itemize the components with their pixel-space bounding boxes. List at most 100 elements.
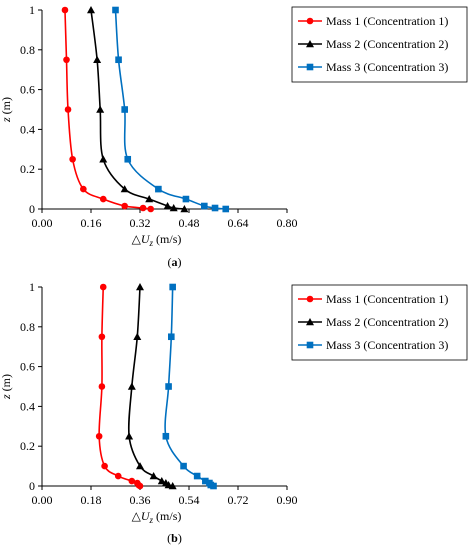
data-point bbox=[206, 479, 213, 487]
data-point bbox=[168, 333, 175, 341]
data-point bbox=[180, 462, 187, 470]
series-line bbox=[64, 9, 151, 210]
data-point bbox=[149, 472, 158, 480]
y-tick-label: 0 bbox=[29, 202, 35, 216]
data-point bbox=[120, 185, 129, 193]
data-point bbox=[201, 202, 208, 210]
x-tick-label: 0.90 bbox=[277, 493, 298, 507]
y-tick-label: 0.8 bbox=[20, 320, 35, 334]
data-point bbox=[99, 195, 107, 203]
data-point bbox=[101, 462, 108, 470]
x-tick-label: 0.48 bbox=[179, 216, 200, 230]
data-point bbox=[95, 432, 103, 440]
data-point bbox=[87, 6, 95, 14]
data-point bbox=[180, 205, 189, 213]
series-line bbox=[90, 9, 185, 210]
legend-label: Mass 1 (Concentration 1) bbox=[326, 292, 448, 306]
data-point bbox=[69, 155, 76, 163]
x-tick-label: 0.54 bbox=[179, 493, 200, 507]
data-point bbox=[121, 106, 128, 113]
y-tick-label: 0.4 bbox=[20, 122, 35, 136]
data-point bbox=[114, 472, 122, 480]
legend-label: Mass 3 (Concentration 3) bbox=[326, 338, 448, 352]
data-point bbox=[63, 56, 70, 64]
data-point bbox=[98, 383, 106, 390]
data-point bbox=[99, 155, 108, 163]
data-point bbox=[121, 202, 128, 210]
data-point bbox=[161, 479, 170, 487]
y-axis-label: z (m) bbox=[0, 97, 13, 123]
data-point bbox=[128, 477, 136, 485]
data-point bbox=[133, 479, 141, 487]
series bbox=[61, 6, 155, 213]
data-point bbox=[96, 105, 105, 113]
y-tick-label: 0.8 bbox=[20, 43, 35, 57]
data-point bbox=[125, 432, 134, 440]
legend-marker bbox=[306, 17, 314, 25]
x-tick-label: 0.32 bbox=[130, 216, 151, 230]
data-point bbox=[139, 204, 147, 212]
data-point bbox=[147, 205, 155, 213]
legend-label: Mass 3 (Concentration 3) bbox=[326, 60, 448, 74]
data-point bbox=[162, 432, 170, 440]
data-point bbox=[222, 205, 230, 213]
y-tick-label: 0 bbox=[29, 479, 35, 493]
panel-label: (b) bbox=[167, 531, 182, 545]
data-point bbox=[93, 55, 102, 63]
y-tick-label: 0.2 bbox=[20, 439, 35, 453]
legend-marker bbox=[306, 341, 314, 349]
series bbox=[162, 283, 217, 490]
x-tick-label: 0.72 bbox=[228, 493, 249, 507]
x-tick-label: 0.16 bbox=[81, 216, 102, 230]
data-point bbox=[61, 6, 69, 14]
data-point bbox=[169, 283, 176, 291]
y-axis-label: z (m) bbox=[0, 374, 13, 400]
y-tick-label: 0.6 bbox=[20, 83, 35, 97]
chart-panel: 0.00 0.18 0.36 0.54 0.72 0.90 0 0.2 0.4 0.6 0.8 1 z … bbox=[0, 280, 468, 545]
legend-label: Mass 2 (Concentration 2) bbox=[326, 315, 448, 329]
x-tick-label: 0.64 bbox=[228, 216, 249, 230]
data-point bbox=[211, 204, 219, 212]
series bbox=[112, 6, 230, 213]
x-axis-label: △Uz (m/s) bbox=[132, 232, 182, 248]
x-tick-label: 0.00 bbox=[32, 216, 53, 230]
chart-panel: 0.00 0.16 0.32 0.48 0.64 0.80 0 0.2 0.4 0.6 0.8 1 z … bbox=[0, 3, 468, 269]
legend-marker bbox=[306, 63, 314, 71]
data-point bbox=[80, 185, 87, 193]
data-point bbox=[193, 472, 201, 480]
x-tick-label: 0.00 bbox=[32, 493, 53, 507]
data-point bbox=[98, 333, 106, 341]
y-tick-label: 1 bbox=[29, 3, 35, 17]
data-point bbox=[169, 204, 178, 212]
panel-label: (a) bbox=[168, 255, 182, 269]
data-point bbox=[165, 383, 172, 390]
x-tick-label: 0.80 bbox=[277, 216, 298, 230]
x-axis-label: △Uz (m/s) bbox=[132, 509, 182, 525]
legend-marker bbox=[306, 40, 314, 48]
data-point bbox=[136, 462, 144, 470]
data-point bbox=[145, 195, 154, 203]
data-point bbox=[124, 155, 132, 163]
data-point bbox=[64, 106, 72, 113]
data-point bbox=[127, 382, 136, 390]
legend-label: Mass 2 (Concentration 2) bbox=[326, 37, 448, 51]
data-point bbox=[155, 185, 162, 193]
data-point bbox=[133, 332, 142, 340]
data-point bbox=[115, 56, 122, 64]
legend: Mass 1 (Concentration 1) Mass 2 (Concentr… bbox=[291, 6, 468, 83]
data-point bbox=[182, 195, 190, 203]
series-line bbox=[114, 9, 226, 210]
x-tick-label: 0.36 bbox=[130, 493, 151, 507]
data-point bbox=[99, 283, 107, 291]
series bbox=[125, 283, 177, 490]
legend-marker bbox=[306, 318, 314, 326]
y-tick-label: 0.6 bbox=[20, 360, 35, 374]
y-tick-label: 0.4 bbox=[20, 399, 35, 413]
data-point bbox=[112, 6, 119, 14]
series bbox=[87, 6, 189, 213]
legend-label: Mass 1 (Concentration 1) bbox=[326, 14, 448, 28]
y-tick-label: 1 bbox=[29, 280, 35, 294]
legend-marker bbox=[306, 295, 314, 303]
